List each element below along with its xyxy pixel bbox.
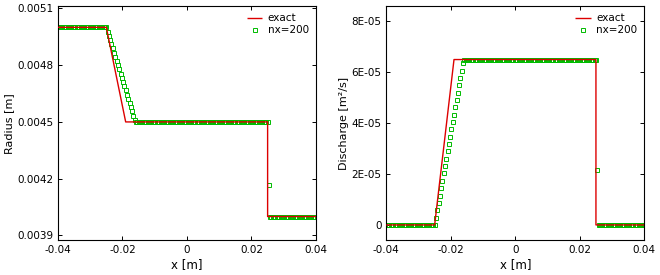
- nx=200: [619, 223, 627, 227]
- X-axis label: x [m]: x [m]: [171, 258, 203, 271]
- exact: [102, 26, 110, 29]
- exact: [110, 60, 117, 64]
- nx=200: [628, 223, 636, 227]
- exact: [119, 105, 127, 109]
- nx=200: [312, 215, 319, 218]
- nx=200: [291, 215, 299, 218]
- nx=200: [461, 58, 469, 61]
- exact: [119, 110, 127, 114]
- exact: [556, 58, 564, 61]
- exact: [450, 58, 458, 61]
- X-axis label: x [m]: x [m]: [500, 258, 531, 271]
- exact: [106, 46, 114, 49]
- exact: [104, 36, 112, 39]
- exact: [435, 188, 443, 192]
- exact: [54, 26, 62, 29]
- exact: [439, 154, 447, 157]
- exact: [117, 100, 125, 104]
- exact: [104, 31, 112, 34]
- exact: [228, 120, 236, 123]
- exact: [113, 75, 121, 79]
- exact: [117, 95, 125, 99]
- exact: [193, 120, 201, 123]
- Line: exact: exact: [58, 27, 316, 216]
- exact: [114, 80, 121, 84]
- Y-axis label: Radius [m]: Radius [m]: [4, 93, 14, 153]
- exact: [102, 26, 110, 29]
- exact: [448, 75, 456, 79]
- exact: [115, 90, 123, 94]
- exact: [444, 110, 452, 113]
- exact: [112, 70, 119, 74]
- exact: [78, 26, 86, 29]
- exact: [407, 223, 414, 227]
- exact: [449, 67, 457, 70]
- exact: [263, 215, 271, 218]
- exact: [438, 162, 446, 166]
- exact: [312, 215, 320, 218]
- nx=200: [65, 26, 73, 29]
- Y-axis label: Discharge [m²/s]: Discharge [m²/s]: [339, 77, 348, 170]
- exact: [121, 115, 129, 119]
- exact: [592, 223, 600, 227]
- nx=200: [123, 93, 131, 96]
- exact: [436, 180, 444, 183]
- Legend: exact, nx=200: exact, nx=200: [245, 11, 311, 38]
- nx=200: [393, 223, 401, 227]
- exact: [431, 223, 439, 227]
- exact: [592, 58, 600, 61]
- Line: nx=200: nx=200: [385, 57, 646, 227]
- exact: [115, 86, 123, 89]
- exact: [447, 84, 455, 87]
- nx=200: [55, 26, 63, 29]
- nx=200: [383, 223, 391, 227]
- exact: [108, 56, 116, 59]
- nx=200: [300, 215, 308, 218]
- exact: [110, 65, 118, 69]
- exact: [431, 223, 439, 227]
- nx=200: [70, 26, 78, 29]
- exact: [433, 206, 441, 209]
- Line: nx=200: nx=200: [56, 25, 318, 219]
- exact: [437, 171, 445, 174]
- Line: exact: exact: [386, 60, 644, 225]
- nx=200: [399, 223, 407, 227]
- exact: [434, 197, 442, 200]
- exact: [640, 223, 648, 227]
- exact: [446, 93, 454, 96]
- nx=200: [640, 223, 647, 227]
- exact: [382, 223, 390, 227]
- nx=200: [266, 215, 274, 218]
- nx=200: [431, 223, 439, 227]
- exact: [121, 120, 129, 123]
- exact: [450, 58, 458, 61]
- exact: [486, 58, 494, 61]
- exact: [106, 41, 114, 44]
- exact: [108, 51, 115, 54]
- exact: [521, 58, 529, 61]
- exact: [121, 120, 129, 123]
- exact: [157, 120, 165, 123]
- nx=200: [102, 26, 110, 29]
- exact: [440, 145, 447, 148]
- exact: [442, 128, 450, 131]
- exact: [443, 119, 451, 122]
- exact: [263, 120, 271, 123]
- exact: [432, 214, 440, 218]
- exact: [441, 136, 449, 139]
- Legend: exact, nx=200: exact, nx=200: [573, 11, 639, 38]
- exact: [445, 101, 453, 105]
- nx=200: [451, 106, 459, 109]
